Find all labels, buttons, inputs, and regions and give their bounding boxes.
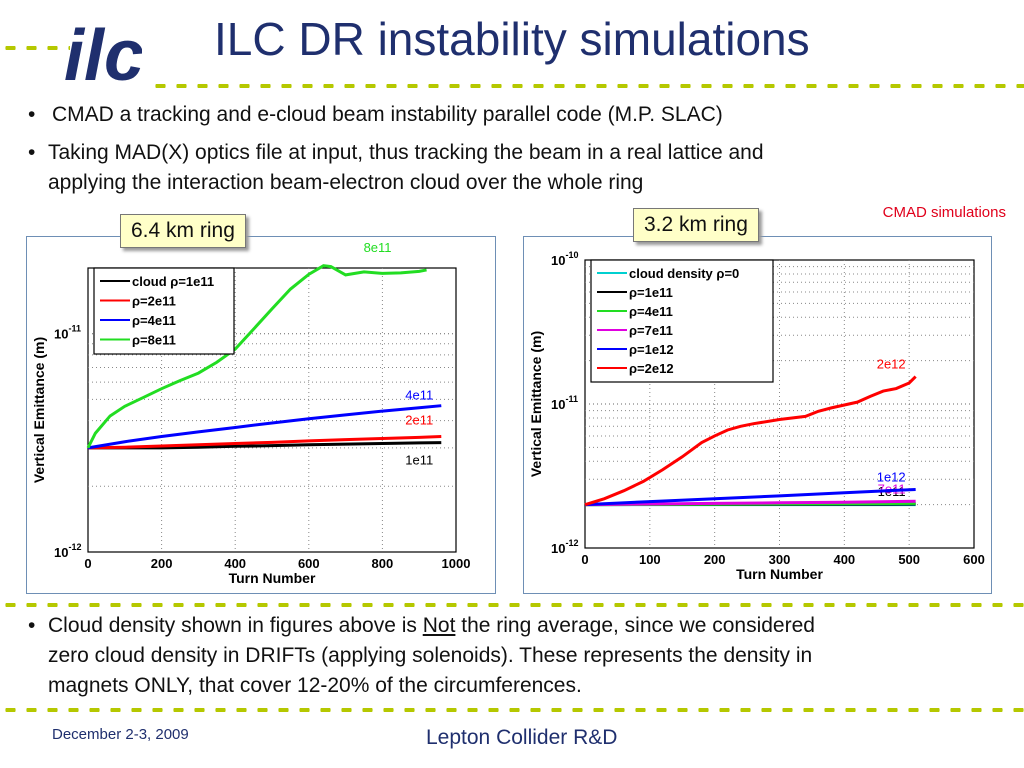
legend-entry: ρ=4e11 [629, 304, 673, 319]
legend-box [93, 267, 235, 355]
series-line [86, 264, 427, 449]
x-tick-label: 800 [372, 556, 394, 571]
y-tick-label: 10-11 [551, 394, 578, 412]
y-tick-label: 10-12 [551, 538, 578, 556]
legend-entry: ρ=2e11 [132, 294, 176, 309]
y-tick-label: 10-10 [551, 250, 578, 268]
y-tick-label: 10-11 [54, 324, 81, 342]
series-end-label: 1e12 [877, 469, 906, 484]
legend-entry: cloud ρ=1e11 [132, 274, 214, 289]
ring-label-3p2km: 3.2 km ring [633, 208, 759, 242]
legend-entry: ρ=1e11 [629, 285, 673, 300]
bullet-1-text: CMAD a tracking and e-cloud beam instabi… [52, 103, 723, 126]
footer-event: Lepton Collider R&D [426, 726, 618, 749]
series-end-label: 4e11 [405, 388, 433, 403]
y-tick-label: 10-12 [54, 542, 81, 560]
series-end-label: 1e11 [405, 453, 433, 468]
series-end-label: 8e11 [364, 240, 392, 255]
bullet-3: • Cloud density shown in figures above i… [28, 611, 1018, 703]
x-axis-label: Turn Number [736, 566, 823, 582]
chart-6p4km: 0 200 400 600 800 1000 10-12 10-11 Turn Number Ve… [31, 240, 471, 586]
bullet-3-pre: Cloud density shown in figures above is [48, 614, 423, 637]
x-tick-label: 0 [581, 552, 588, 567]
bullet-3-line-2: zero cloud density in DRIFTs (applying s… [48, 644, 813, 667]
x-tick-label: 600 [963, 552, 985, 567]
logo-text: ilc [64, 16, 142, 90]
bullet-1: • CMAD a tracking and e-cloud beam insta… [28, 100, 1008, 130]
y-axis-label: Vertical Emittance (m) [31, 337, 47, 483]
series-line [584, 375, 917, 507]
series-end-label: 2e11 [405, 413, 433, 428]
x-axis-label: Turn Number [229, 570, 316, 586]
bullet-3-not: Not [422, 614, 456, 637]
legend-entry: ρ=2e12 [629, 361, 674, 376]
ilc-logo: ilc [64, 16, 142, 90]
x-tick-label: 200 [704, 552, 726, 567]
bullet-2-line-1: Taking MAD(X) optics file at input, thus… [48, 141, 764, 164]
x-tick-label: 500 [898, 552, 920, 567]
x-tick-label: 300 [769, 552, 791, 567]
bullet-2-line-2: applying the interaction beam-electron c… [48, 171, 644, 194]
bullet-3-post: the ring average, since we considered [455, 614, 815, 637]
legend-box [590, 259, 774, 383]
series-end-label: 2e12 [877, 357, 906, 372]
series-line [87, 435, 442, 450]
footer-date: December 2-3, 2009 [52, 726, 189, 743]
ring-label-6p4km: 6.4 km ring [120, 214, 246, 248]
y-axis-label: Vertical Emittance (m) [528, 331, 544, 477]
series-end-label: 7e11 [878, 481, 906, 496]
cmad-label: CMAD simulations [882, 204, 1006, 221]
bullet-3-line-3: magnets ONLY, that cover 12-20% of the c… [48, 674, 582, 697]
series-line [87, 404, 442, 450]
x-tick-label: 100 [639, 552, 661, 567]
bullet-3-line-1: Cloud density shown in figures above is … [48, 611, 815, 641]
x-tick-label: 600 [298, 556, 320, 571]
x-tick-label: 1000 [442, 556, 471, 571]
legend-entry: ρ=7e11 [629, 323, 673, 338]
footer-dots [0, 708, 1024, 712]
legend-entry: ρ=8e11 [132, 333, 176, 348]
legend-entry: ρ=4e11 [132, 313, 176, 328]
series-line [584, 487, 916, 507]
legend-entry: ρ=1e12 [629, 342, 674, 357]
series-line [584, 499, 916, 507]
x-tick-label: 200 [151, 556, 173, 571]
x-tick-label: 400 [833, 552, 855, 567]
title-dots-underline [150, 84, 1024, 88]
bullet-2: • Taking MAD(X) optics file at input, th… [28, 138, 1008, 200]
title-dots-left [0, 46, 70, 50]
legend-entry: cloud density ρ=0 [629, 266, 739, 281]
divider-dots [0, 603, 1024, 607]
x-tick-label: 0 [84, 556, 91, 571]
page-title: ILC DR instability simulations [214, 13, 810, 65]
x-tick-label: 400 [224, 556, 246, 571]
chart-3p2km: 0 100 200 300 400 500 600 10-12 10-11 10-10 Turn N… [528, 250, 985, 582]
